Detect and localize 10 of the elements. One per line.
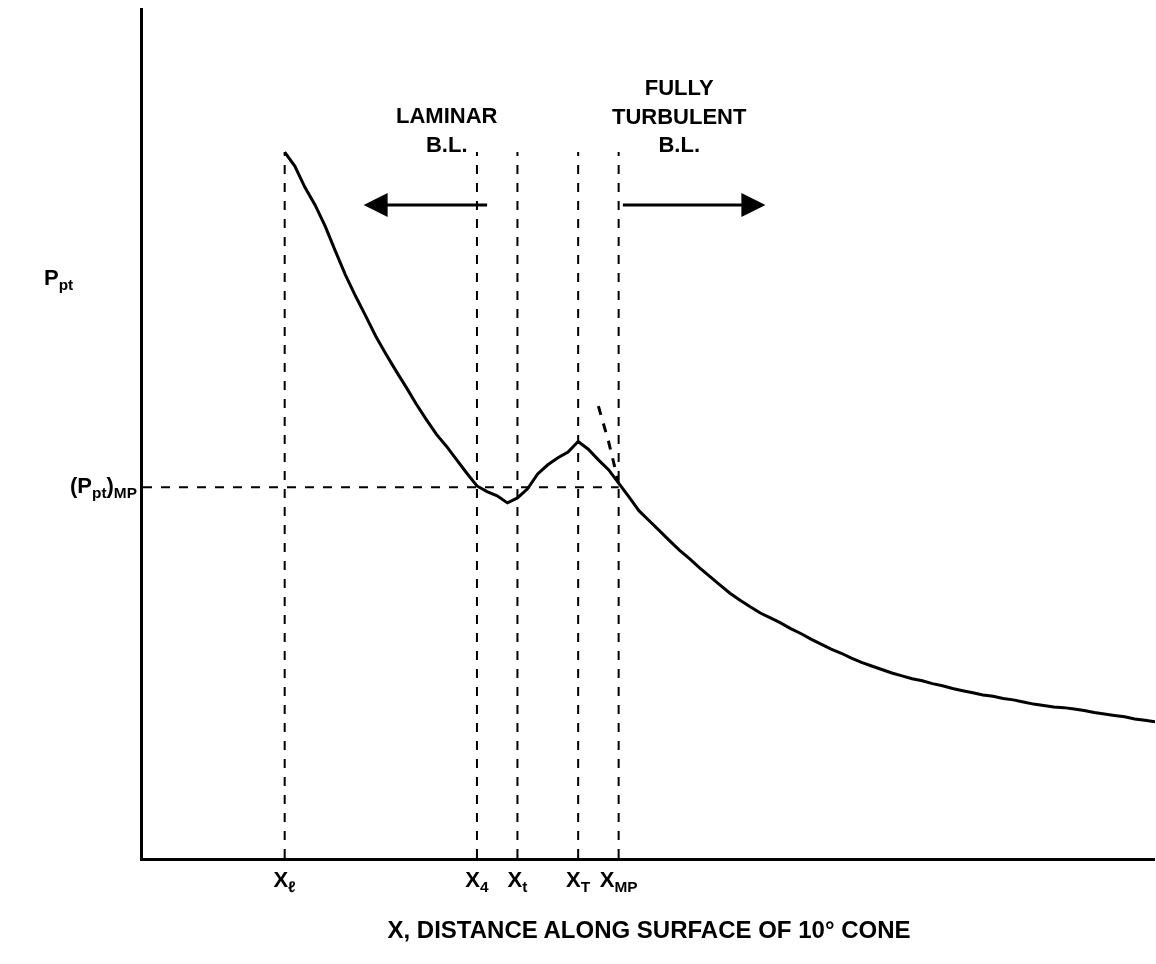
annotation: LAMINAR B.L.: [396, 103, 498, 157]
y-axis-title: P$_{pt}$: [44, 265, 74, 293]
x-axis-title: X, DISTANCE ALONG SURFACE OF 10° CONE: [387, 916, 911, 944]
x-tick-label: X$_{4}$: [465, 867, 490, 896]
x-tick-label: X$_{t}$: [507, 867, 528, 896]
annotation: FULLY TURBULENT B.L.: [612, 75, 747, 158]
x-tick-label: X$_{MP}$: [599, 867, 638, 896]
ref-line-label: (P$_{pt}$)$_{MP}$: [70, 473, 137, 501]
x-tick-label: X$_{ℓ}$: [273, 867, 296, 896]
x-tick-label: X$_{T}$: [566, 867, 591, 896]
